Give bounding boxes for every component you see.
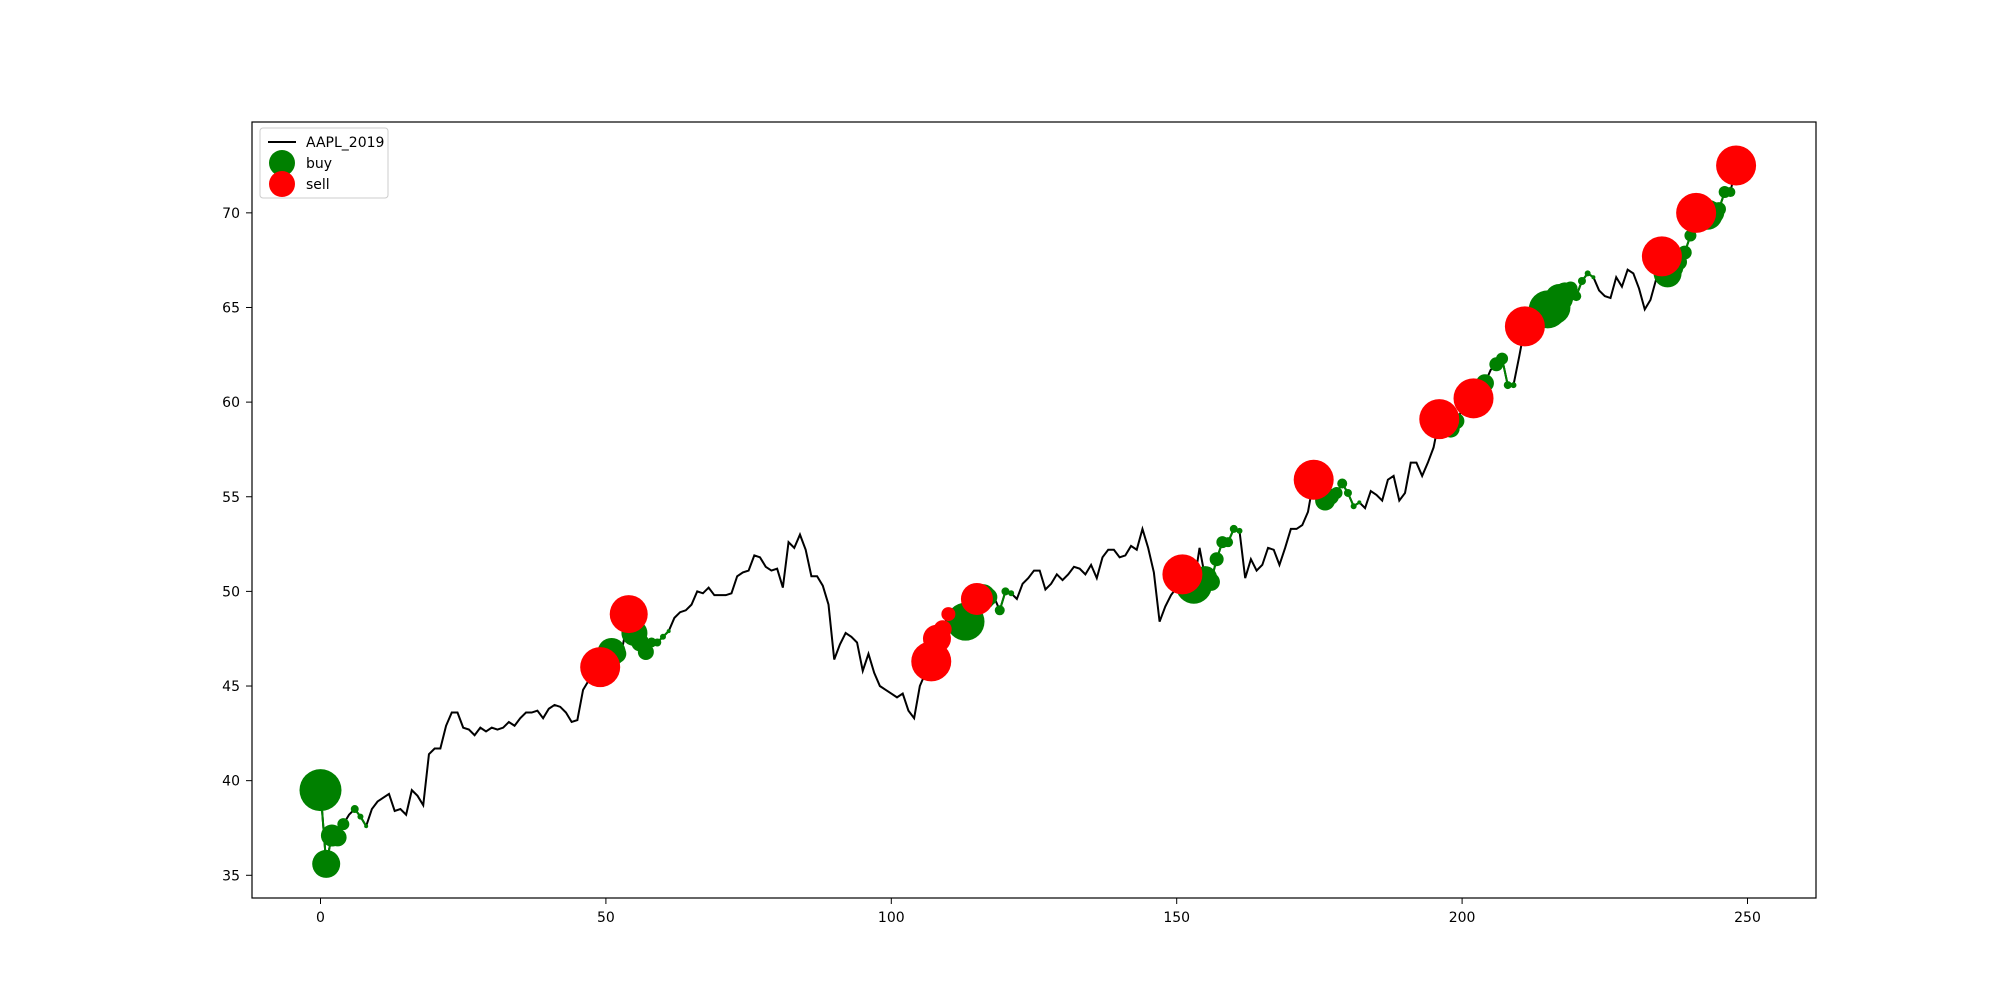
buy-marker — [1503, 381, 1512, 390]
buy-marker — [1229, 524, 1238, 533]
sell-marker — [1419, 399, 1460, 440]
buy-marker — [328, 828, 347, 847]
x-tick-label: 0 — [316, 910, 325, 926]
buy-marker — [1343, 488, 1352, 497]
axes-layer: 0 50 100 150 200 250 35 40 45 50 55 60 65 70 — [222, 121, 1817, 926]
y-tick-label: 40 — [222, 774, 240, 790]
buy-marker — [653, 638, 662, 647]
buy-marker — [1496, 352, 1509, 365]
x-tick-label: 50 — [597, 910, 615, 926]
x-tick-label: 200 — [1449, 910, 1476, 926]
x-tick-label: 150 — [1163, 910, 1190, 926]
x-tick-label: 100 — [878, 910, 905, 926]
buy-marker — [1236, 527, 1243, 534]
buy-marker — [337, 818, 350, 831]
legend-marker-icon — [269, 150, 295, 176]
buy-marker — [312, 849, 341, 878]
y-tick-label: 55 — [222, 490, 240, 506]
legend-label: sell — [306, 177, 330, 193]
buy-marker — [299, 769, 342, 812]
y-tick-label: 50 — [222, 584, 240, 600]
sell-marker — [1293, 459, 1334, 500]
sell-marker — [1716, 145, 1757, 186]
sell-marker — [1504, 306, 1545, 347]
sell-marker — [960, 582, 993, 615]
buy-marker — [1008, 590, 1015, 597]
buy-marker — [350, 805, 359, 814]
y-tick-label: 60 — [222, 395, 240, 411]
sell-marker — [1162, 554, 1203, 595]
y-tick-label: 70 — [222, 206, 240, 222]
plot-clip-group — [299, 145, 1757, 878]
buy-marker — [1510, 382, 1517, 389]
buy-marker — [666, 629, 671, 634]
buy-marker — [1584, 270, 1591, 277]
buy-marker — [1330, 486, 1343, 499]
legend-label: buy — [306, 156, 332, 172]
buy-marker — [1201, 572, 1220, 591]
sell-marker — [941, 607, 956, 622]
sell-marker — [1641, 236, 1682, 277]
buy-marker — [1350, 503, 1357, 510]
buy-marker — [994, 605, 1005, 616]
x-tick-label: 250 — [1734, 910, 1761, 926]
legend-label: AAPL_2019 — [306, 135, 384, 151]
sell-marker — [933, 620, 952, 639]
buy-marker — [1209, 552, 1224, 567]
plot-series-layer — [299, 145, 1757, 878]
sell-marker — [1453, 378, 1494, 419]
sell-marker — [1676, 192, 1717, 233]
buy-marker — [364, 824, 369, 829]
plot-frame — [251, 121, 1817, 899]
buy-marker — [1577, 276, 1586, 285]
sell-marker — [609, 595, 648, 634]
buy-marker — [357, 813, 364, 820]
y-tick-label: 45 — [222, 679, 240, 695]
buy-marker — [1571, 291, 1582, 302]
buy-marker — [1725, 187, 1736, 198]
buy-marker — [1357, 500, 1362, 505]
legend-marker-icon — [269, 171, 295, 197]
buy-marker — [659, 633, 666, 640]
buy-marker — [1001, 587, 1010, 596]
series-line-aapl-2019 — [319, 165, 1738, 865]
y-tick-label: 35 — [222, 868, 240, 884]
buy-marker — [1337, 478, 1348, 489]
sell-marker — [580, 647, 621, 688]
buy-marker — [646, 637, 657, 648]
buy-marker — [1591, 275, 1596, 280]
y-tick-label: 65 — [222, 300, 240, 316]
buy-marker — [637, 643, 654, 660]
buy-marker — [1223, 537, 1234, 548]
